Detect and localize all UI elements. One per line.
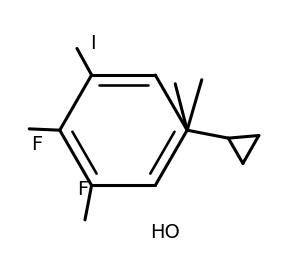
Text: I: I <box>90 34 96 53</box>
Text: F: F <box>77 180 88 199</box>
Text: HO: HO <box>150 223 179 242</box>
Text: F: F <box>32 135 43 154</box>
